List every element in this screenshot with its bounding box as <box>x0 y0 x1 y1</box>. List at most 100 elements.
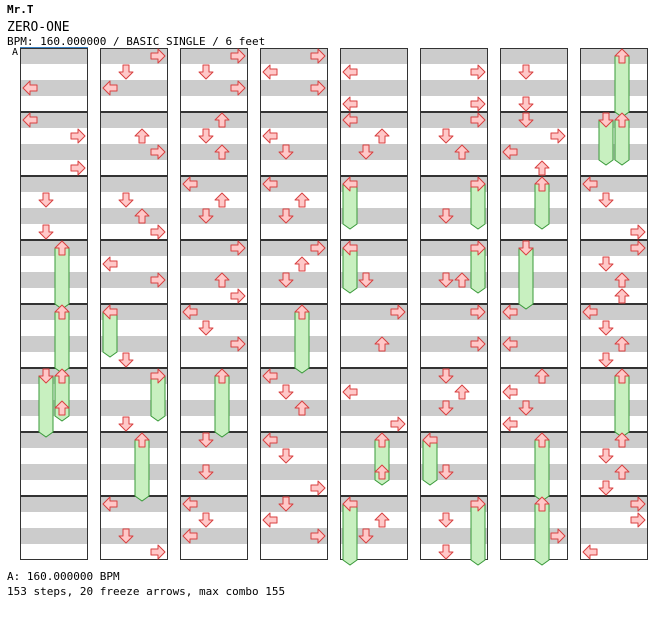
step-arrow <box>374 512 390 528</box>
step-arrow <box>534 176 550 192</box>
measure-box <box>580 240 648 304</box>
measure-box <box>180 304 248 368</box>
step-arrow <box>470 64 486 80</box>
step-arrow <box>134 128 150 144</box>
step-arrow <box>470 240 486 256</box>
measure-box <box>420 48 488 112</box>
measure-box <box>260 48 328 112</box>
measure-box <box>260 112 328 176</box>
measure-box <box>20 48 88 112</box>
freeze-arrow <box>518 247 534 310</box>
step-arrow <box>630 240 646 256</box>
step-arrow <box>518 64 534 80</box>
step-arrow <box>342 240 358 256</box>
step-arrow <box>598 192 614 208</box>
step-arrow <box>198 320 214 336</box>
footer-bpm: A: 160.000000 BPM <box>7 570 120 583</box>
step-arrow <box>502 384 518 400</box>
step-arrow <box>294 192 310 208</box>
step-arrow <box>502 336 518 352</box>
step-arrow <box>614 464 630 480</box>
step-arrow <box>102 496 118 512</box>
step-arrow <box>614 112 630 128</box>
step-arrow <box>598 112 614 128</box>
step-arrow <box>342 64 358 80</box>
measure-box <box>500 368 568 432</box>
measure-box <box>100 496 168 560</box>
measure-box <box>580 304 648 368</box>
step-arrow <box>614 272 630 288</box>
measure-box <box>340 48 408 112</box>
step-arrow <box>150 144 166 160</box>
step-arrow <box>518 240 534 256</box>
step-arrow <box>134 432 150 448</box>
step-arrow <box>54 368 70 384</box>
step-arrow <box>230 288 246 304</box>
freeze-arrow <box>534 503 550 566</box>
step-arrow <box>374 128 390 144</box>
step-arrow <box>70 160 86 176</box>
measure-box <box>580 496 648 560</box>
measure-box <box>500 240 568 304</box>
measure-box <box>420 304 488 368</box>
step-arrow <box>198 512 214 528</box>
measure-box <box>20 240 88 304</box>
step-arrow <box>118 352 134 368</box>
step-arrow <box>630 496 646 512</box>
step-arrow <box>358 528 374 544</box>
step-arrow <box>614 336 630 352</box>
step-arrow <box>630 512 646 528</box>
step-arrow <box>342 112 358 128</box>
step-arrow <box>294 400 310 416</box>
measure-box <box>340 432 408 496</box>
measure-box <box>580 112 648 176</box>
measure-box <box>20 496 88 560</box>
step-arrow <box>518 112 534 128</box>
step-arrow <box>598 256 614 272</box>
step-arrow <box>438 128 454 144</box>
freeze-arrow <box>214 375 230 438</box>
step-arrow <box>454 272 470 288</box>
freeze-arrow <box>614 375 630 438</box>
step-arrow <box>342 496 358 512</box>
measure-box <box>340 368 408 432</box>
freeze-arrow <box>470 503 486 566</box>
step-arrow <box>182 304 198 320</box>
step-arrow <box>278 384 294 400</box>
step-arrow <box>150 544 166 560</box>
step-arrow <box>598 480 614 496</box>
step-arrow <box>38 368 54 384</box>
step-arrow <box>502 416 518 432</box>
step-arrow <box>198 128 214 144</box>
measure-box <box>340 112 408 176</box>
step-arrow <box>470 96 486 112</box>
measure-box <box>500 432 568 496</box>
step-arrow <box>150 272 166 288</box>
step-arrow <box>534 432 550 448</box>
step-arrow <box>438 512 454 528</box>
freeze-arrow <box>342 503 358 566</box>
step-arrow <box>342 384 358 400</box>
step-arrow <box>262 128 278 144</box>
measure-box <box>580 176 648 240</box>
step-arrow <box>550 128 566 144</box>
step-arrow <box>262 64 278 80</box>
artist-name: Mr.T <box>7 3 34 16</box>
step-arrow <box>470 496 486 512</box>
step-arrow <box>134 208 150 224</box>
measure-box <box>260 432 328 496</box>
measure-box <box>260 176 328 240</box>
step-arrow <box>150 368 166 384</box>
measure-box <box>100 240 168 304</box>
step-arrow <box>390 416 406 432</box>
step-arrow <box>470 304 486 320</box>
freeze-arrow <box>134 439 150 502</box>
step-arrow <box>438 272 454 288</box>
step-arrow <box>438 400 454 416</box>
step-arrow <box>262 512 278 528</box>
step-arrow <box>118 192 134 208</box>
freeze-arrow <box>38 375 54 438</box>
step-arrow <box>198 432 214 448</box>
step-arrow <box>438 368 454 384</box>
step-arrow <box>534 368 550 384</box>
